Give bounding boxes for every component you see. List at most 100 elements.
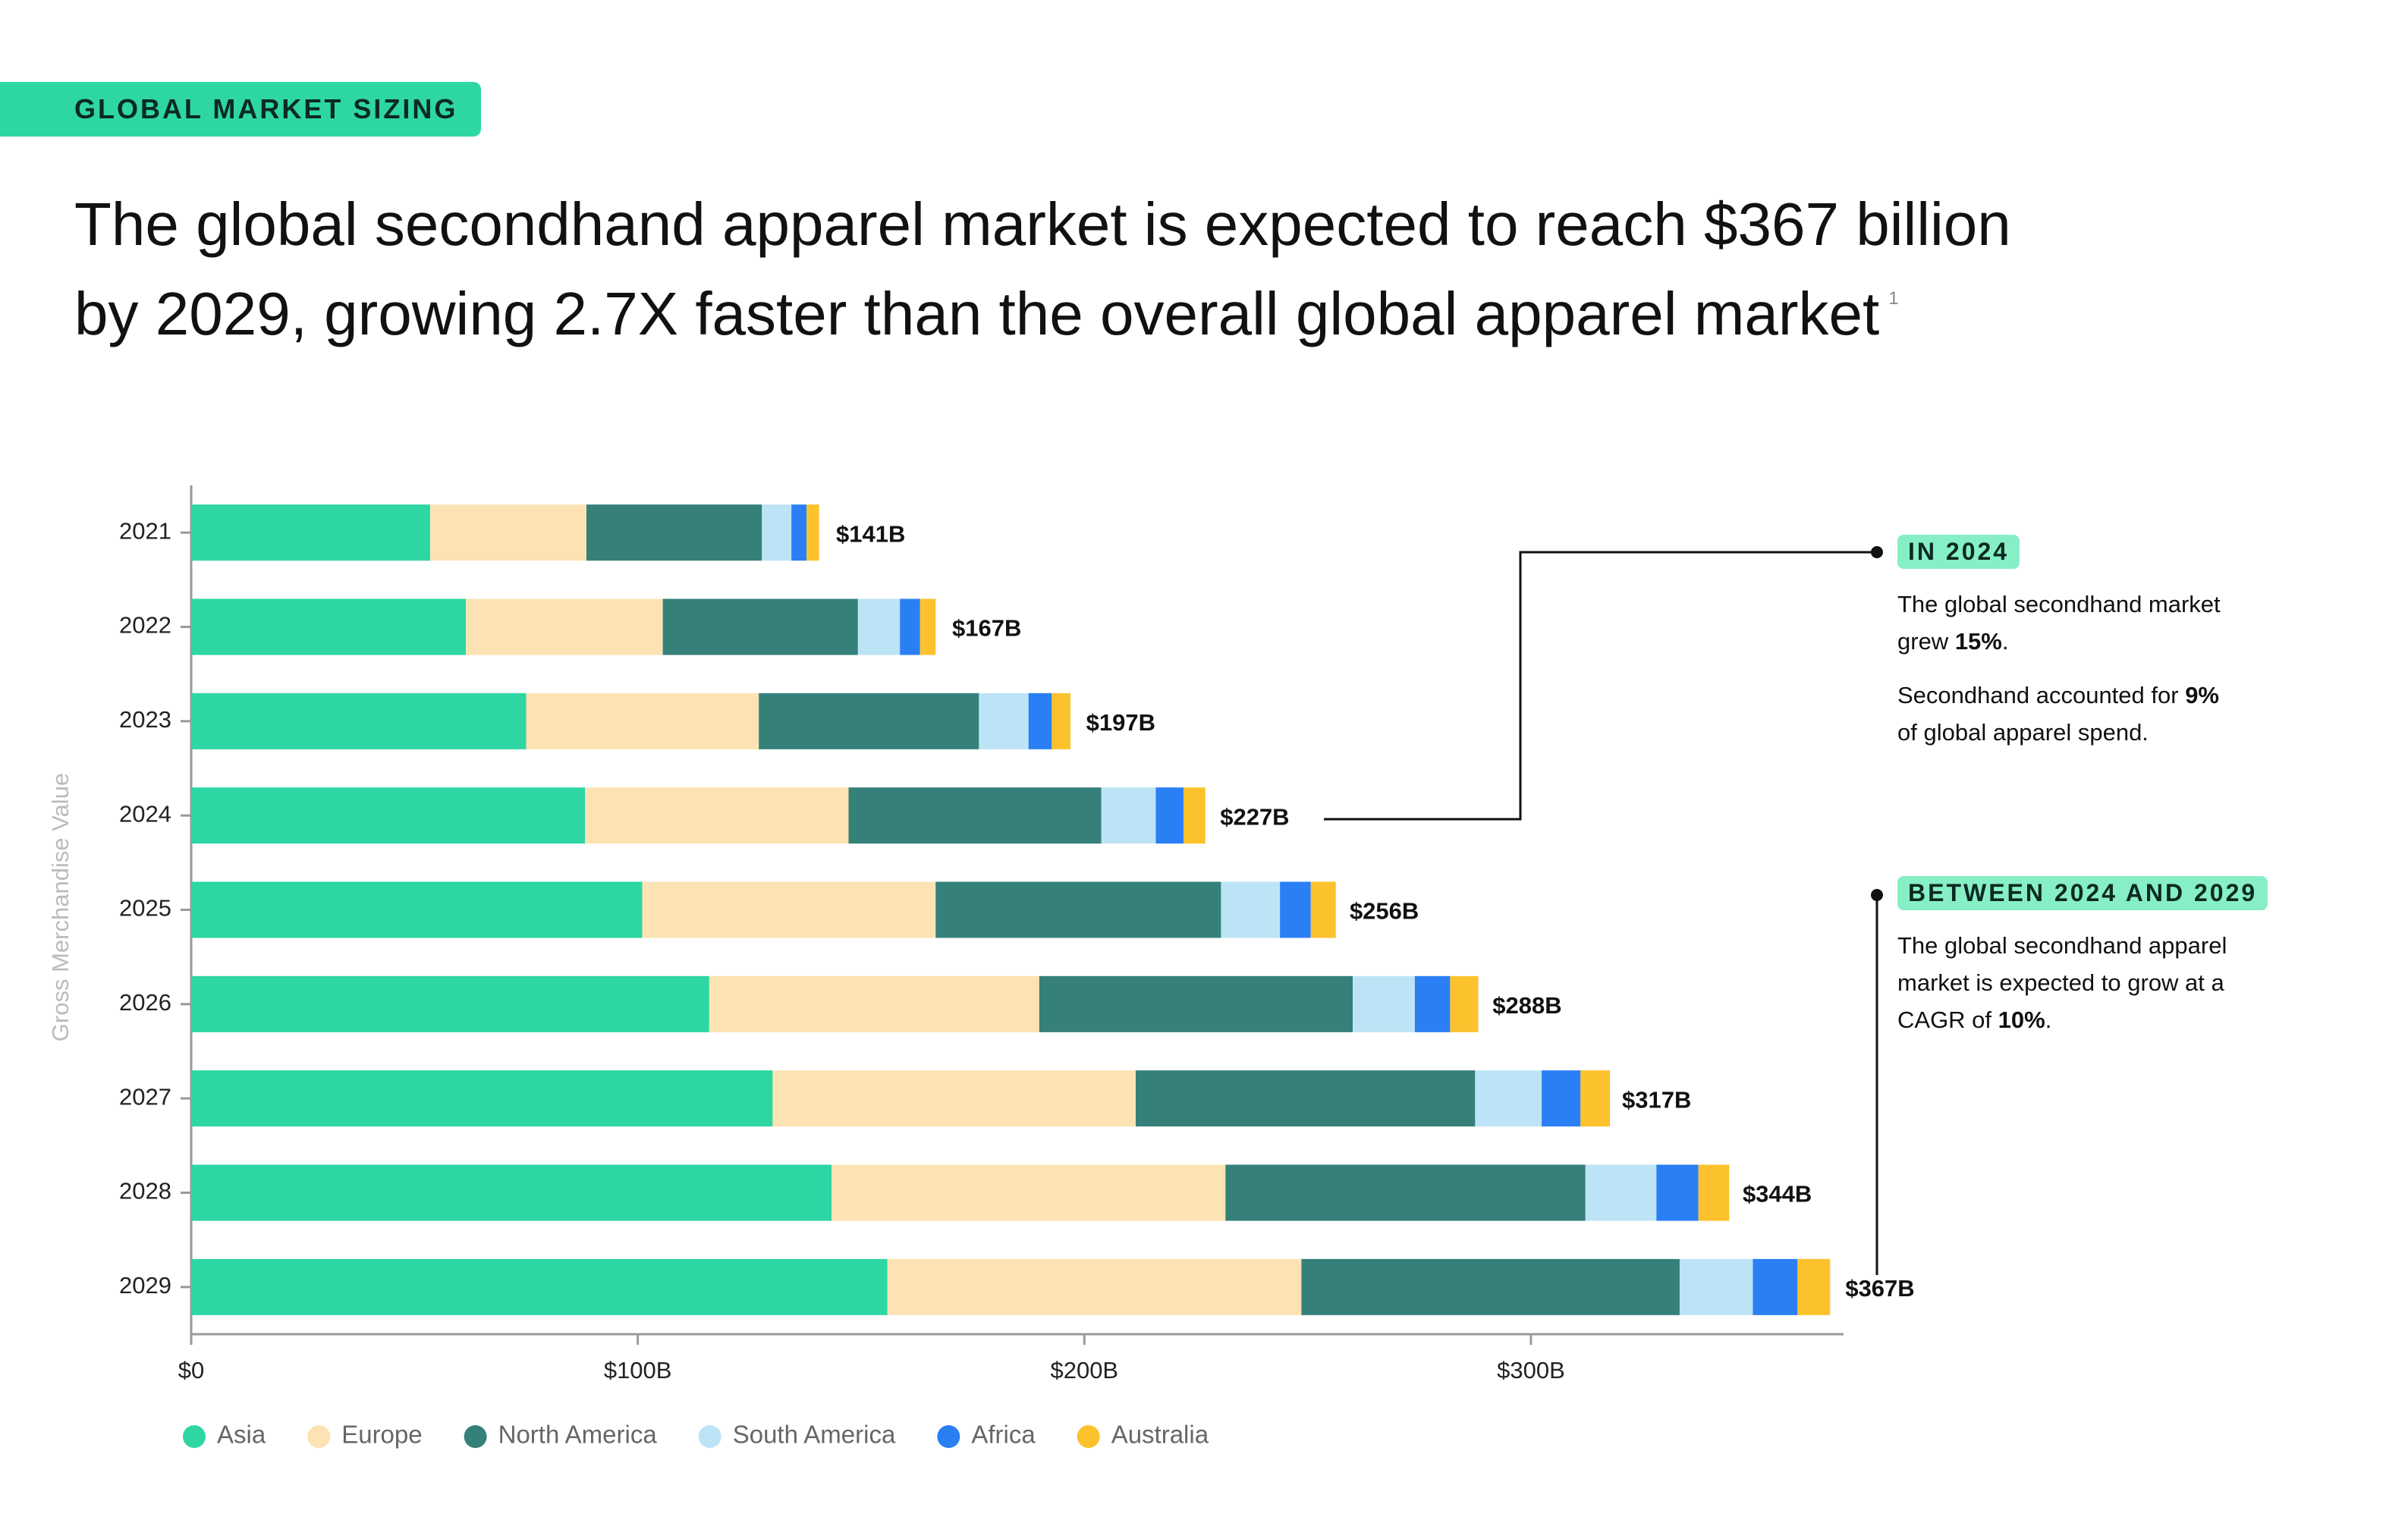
- legend-label: Africa: [971, 1421, 1036, 1449]
- bar-segment: [1155, 787, 1184, 844]
- annotation-run: The global secondhand apparel market is …: [1897, 932, 2227, 1033]
- bar-segment: [791, 504, 807, 561]
- legend-label: Australia: [1111, 1421, 1209, 1449]
- annotation-text: The global secondhand market grew 15%.: [1897, 586, 2224, 660]
- bar-segment: [1656, 1164, 1699, 1221]
- annotation-run: 10%: [1998, 1007, 2045, 1033]
- bar-segment: [1221, 881, 1281, 938]
- annotation-text: Secondhand accounted for 9% of global ap…: [1897, 677, 2224, 751]
- bar-segment: [1585, 1164, 1657, 1221]
- bar-segment: [935, 881, 1221, 938]
- legend-swatch: [698, 1425, 721, 1448]
- bar-segment: [1753, 1258, 1798, 1315]
- y-tick-label: 2021: [119, 517, 171, 544]
- bar-segment: [1101, 787, 1156, 844]
- total-label: $197B: [1086, 709, 1155, 736]
- legend-swatch: [1077, 1425, 1100, 1448]
- bar-segment: [759, 693, 979, 749]
- footnote: 1: [1888, 288, 1899, 309]
- annotation-heading: BETWEEN 2024 AND 2029: [1897, 876, 2268, 910]
- callout-dot: [1871, 546, 1883, 558]
- legend-label: North America: [498, 1421, 658, 1449]
- legend-label: Asia: [217, 1421, 266, 1449]
- bar-segment: [466, 598, 663, 655]
- tag-text: GLOBAL MARKET SIZING: [74, 93, 458, 124]
- bar-segment: [1039, 975, 1353, 1032]
- y-tick-label: 2025: [119, 895, 171, 922]
- x-tick-label: $100B: [604, 1357, 672, 1384]
- bar-segment: [1280, 881, 1311, 938]
- legend-swatch: [937, 1425, 960, 1448]
- y-tick-label: 2026: [119, 989, 171, 1016]
- total-label: $317B: [1622, 1086, 1691, 1113]
- annotation-run: 15%: [1954, 628, 2002, 655]
- bar-segment: [831, 1164, 1226, 1221]
- bar-segment: [642, 881, 936, 938]
- bar-segment: [1414, 975, 1451, 1032]
- bar-segment: [848, 787, 1102, 844]
- bar-segment: [772, 1070, 1136, 1127]
- y-tick-label: 2028: [119, 1178, 171, 1204]
- y-tick-label: 2022: [119, 612, 171, 639]
- bar-segment: [1580, 1070, 1611, 1127]
- total-label: $167B: [952, 615, 1021, 642]
- bar-segment: [191, 787, 586, 844]
- total-label: $141B: [836, 520, 905, 547]
- bar-segment: [191, 975, 709, 1032]
- bar-segment: [191, 1258, 888, 1315]
- x-tick-label: $0: [178, 1357, 204, 1384]
- bar-segment: [1310, 881, 1336, 938]
- bar-segment: [191, 1070, 773, 1127]
- bar-segment: [526, 693, 759, 749]
- legend-label: Europe: [341, 1421, 422, 1449]
- callout-line: [1324, 551, 1877, 821]
- bar-segment: [191, 504, 430, 561]
- annotation-run: The global secondhand market grew: [1897, 591, 2221, 655]
- bar-segment: [1225, 1164, 1586, 1221]
- total-label: $256B: [1350, 898, 1419, 925]
- title-line: The global secondhand apparel market is …: [74, 190, 2011, 258]
- bar-segment: [1028, 693, 1052, 749]
- bar-segment: [586, 504, 762, 561]
- annotation-run: .: [2045, 1007, 2052, 1033]
- y-tick-label: 2024: [119, 800, 171, 827]
- bar-segment: [900, 598, 920, 655]
- bar-segment: [1475, 1070, 1542, 1127]
- bar-segment: [1679, 1258, 1753, 1315]
- legend-label: South America: [733, 1421, 896, 1449]
- bar-segment: [762, 504, 792, 561]
- total-label: $344B: [1743, 1181, 1812, 1208]
- bar-segment: [191, 881, 643, 938]
- bar-segment: [1797, 1258, 1831, 1315]
- annotation: IN 2024 The global secondhand market grew…: [1897, 535, 2224, 751]
- bar-segment: [709, 975, 1039, 1032]
- y-tick-label: 2027: [119, 1083, 171, 1110]
- legend-swatch: [464, 1425, 487, 1448]
- bar-segment: [887, 1258, 1302, 1315]
- callout-dot: [1871, 889, 1883, 901]
- bar-segment: [1135, 1070, 1476, 1127]
- bar-segment: [857, 598, 901, 655]
- annotation: BETWEEN 2024 AND 2029 The global secondha…: [1897, 876, 2277, 1038]
- annotation-heading: IN 2024: [1897, 535, 2020, 569]
- y-axis-label: Gross Merchandise Value: [47, 773, 74, 1041]
- bar-segment: [920, 598, 936, 655]
- annotation-run: .: [2001, 628, 2009, 655]
- bar-segment: [191, 1164, 832, 1221]
- total-label: $367B: [1845, 1275, 1914, 1302]
- bar-segment: [585, 787, 849, 844]
- annotation-run: Secondhand accounted for: [1897, 682, 2186, 708]
- bar-segment: [979, 693, 1029, 749]
- annotation-run: 9%: [2185, 682, 2219, 708]
- bar-segment: [806, 504, 819, 561]
- legend-swatch: [307, 1425, 331, 1448]
- total-label: $227B: [1220, 803, 1289, 830]
- y-tick-label: 2029: [119, 1272, 171, 1299]
- bar-segment: [1052, 693, 1071, 749]
- bar-segment: [1301, 1258, 1680, 1315]
- tag: GLOBAL MARKET SIZING: [0, 82, 481, 137]
- x-tick-label: $200B: [1050, 1357, 1118, 1384]
- bar-segment: [1450, 975, 1479, 1032]
